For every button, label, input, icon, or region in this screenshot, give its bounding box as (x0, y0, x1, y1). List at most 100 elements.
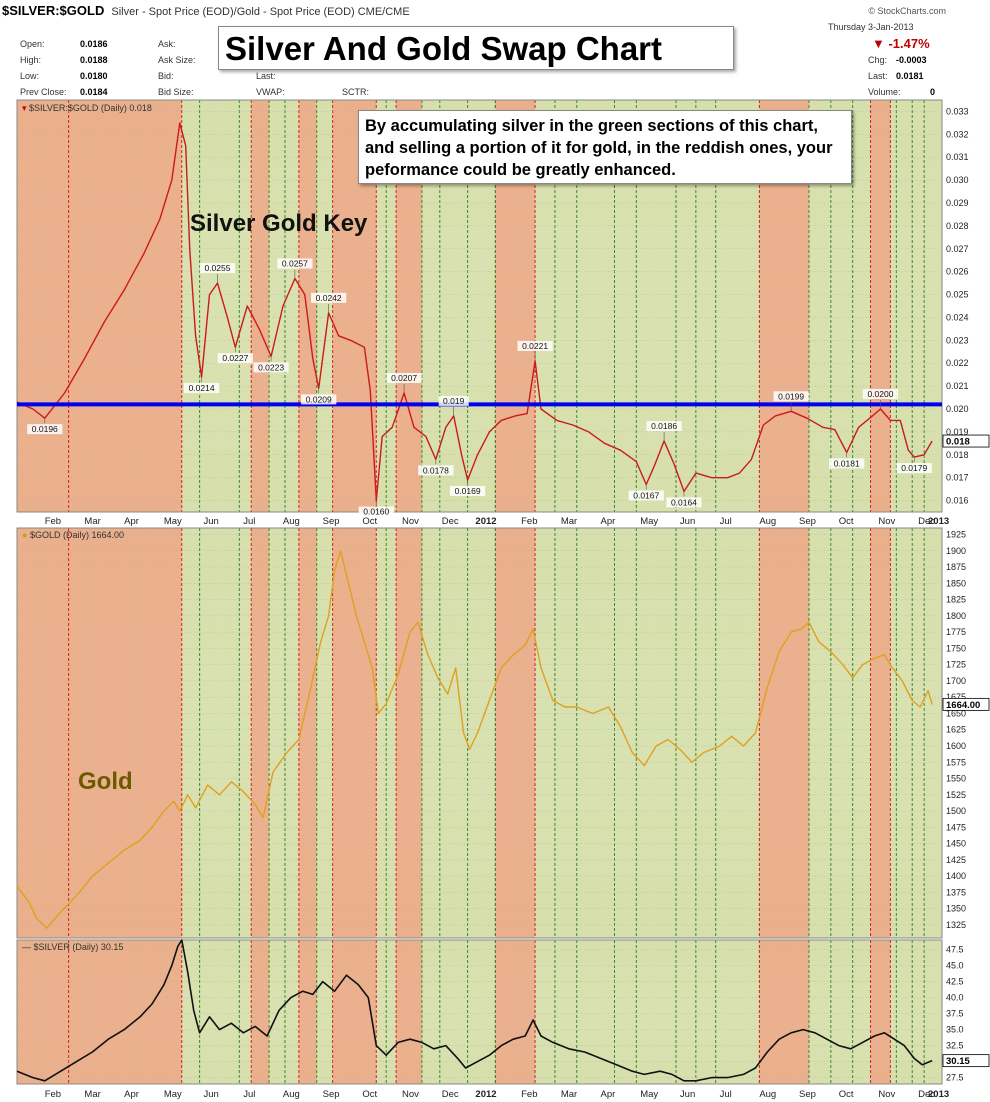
x-tick-label: 2013 (928, 1089, 949, 1100)
bid-size-label: Bid Size: (158, 87, 194, 97)
chg-value: -0.0003 (896, 55, 927, 65)
series-line-ratio-panel (16, 122, 933, 502)
zone-band-green (535, 940, 577, 1084)
y-tick-label: 1400 (946, 871, 966, 881)
x-tick-label: May (164, 516, 182, 527)
x-tick-label: Apr (601, 516, 616, 527)
zone-band-green (467, 528, 496, 938)
y-tick-label: 42.5 (946, 977, 964, 987)
ratio-legend: ▾ $SILVER:$GOLD (Daily) 0.018 (22, 103, 152, 113)
header-description: Silver - Spot Price (EOD)/Gold - Spot Pr… (111, 6, 410, 18)
y-tick-label: 1575 (946, 757, 966, 767)
x-tick-label: Feb (45, 1089, 61, 1100)
x-tick-label: Feb (45, 516, 61, 527)
zone-band-green (809, 528, 871, 938)
y-tick-label: 1750 (946, 643, 966, 653)
callout-label: 0.0178 (423, 465, 449, 475)
callout-label: 0.0160 (363, 507, 389, 517)
x-tick-label: Sep (323, 1089, 340, 1100)
volume-value: 0 (930, 87, 936, 97)
y-tick-label: 1825 (946, 595, 966, 605)
zone-band-green (809, 940, 871, 1084)
zone-band-red (298, 528, 317, 938)
vwap-label: VWAP: (256, 87, 285, 97)
zone-band-red (17, 528, 69, 938)
zone-band-red (251, 940, 270, 1084)
callout-label: 0.0214 (189, 383, 215, 393)
open-value: 0.0186 (80, 39, 108, 49)
y-tick-label: 47.5 (946, 945, 964, 955)
y-tick-label: 1550 (946, 774, 966, 784)
callout-label: 0.0255 (204, 263, 230, 273)
y-tick-label: 0.031 (946, 152, 969, 162)
y-tick-label: 0.021 (946, 381, 969, 391)
zone-band-red (68, 940, 182, 1084)
y-tick-label: 0.033 (946, 106, 969, 116)
callout-label: 0.0186 (651, 421, 677, 431)
y-tick-label: 0.016 (946, 496, 969, 506)
y-tick-label: 32.5 (946, 1041, 964, 1051)
callout-label: 0.0164 (671, 497, 697, 507)
header-date: Thursday 3-Jan-2013 (828, 22, 914, 32)
callout-bg (646, 421, 682, 432)
zone-band-red (68, 100, 182, 512)
y-tick-label: 0.026 (946, 267, 969, 277)
y-tick-label: 0.025 (946, 290, 969, 300)
brand-watermark: © StockCharts.com (868, 6, 946, 16)
y-tick-label: 1875 (946, 562, 966, 572)
callout-label: 0.0199 (778, 391, 804, 401)
zone-band-red (495, 940, 536, 1084)
y-tick-label: 0.019 (946, 427, 969, 437)
y-tick-label: 45.0 (946, 961, 964, 971)
callout-bg (27, 424, 63, 435)
callout-label: 0.0227 (222, 353, 248, 363)
zone-band-red (251, 100, 270, 512)
y-tick-label: 27.5 (946, 1073, 964, 1083)
x-tick-label: Apr (124, 516, 139, 527)
zone-band-red (332, 940, 377, 1084)
y-tick-label: 0.028 (946, 221, 969, 231)
callout-bg (449, 485, 486, 496)
x-tick-label: May (640, 1089, 658, 1100)
y-tick-label: 40.0 (946, 993, 964, 1003)
zone-band-green (576, 940, 615, 1084)
zone-band-green (890, 940, 913, 1084)
y-tick-label: 0.018 (946, 450, 969, 460)
zone-band-green (181, 528, 252, 938)
low-value: 0.0180 (80, 71, 108, 81)
callout-label: 0.0179 (901, 463, 927, 473)
x-tick-label: Mar (84, 516, 100, 527)
y-tick-label: 1800 (946, 611, 966, 621)
zone-band-green (467, 940, 496, 1084)
callout-label: 0.0181 (834, 458, 860, 468)
y-tick-label: 1675 (946, 692, 966, 702)
x-tick-label: Jun (204, 1089, 219, 1100)
zone-band-green (614, 528, 677, 938)
header-symbol-line: $SILVER:$GOLD Silver - Spot Price (EOD)/… (2, 3, 410, 18)
callout-bg (217, 353, 253, 364)
x-tick-label: 2012 (475, 1089, 496, 1100)
x-tick-label: Apr (601, 1089, 616, 1100)
last-value-tag: 30.15 (946, 1056, 970, 1067)
x-tick-label: Nov (878, 516, 895, 527)
zones-layer (17, 100, 942, 1084)
x-tick-label: Mar (561, 1089, 577, 1100)
callout-bg (311, 292, 347, 303)
y-tick-label: 0.020 (946, 404, 969, 414)
last-label-mid: Last: (256, 71, 276, 81)
x-tick-label: Mar (561, 516, 577, 527)
last-value: 0.0181 (896, 71, 924, 81)
zone-band-green (421, 528, 468, 938)
high-value: 0.0188 (80, 55, 108, 65)
x-tick-label: 2013 (928, 516, 949, 527)
x-tick-label: Aug (283, 516, 300, 527)
y-tick-label: 1925 (946, 530, 966, 540)
y-tick-label: 1425 (946, 855, 966, 865)
y-tick-label: 1625 (946, 725, 966, 735)
last-value-tag: 0.018 (946, 437, 970, 448)
callout-bg (517, 340, 553, 351)
zone-band-red (870, 528, 891, 938)
x-tick-label: Oct (362, 1089, 377, 1100)
zone-band-red (298, 940, 317, 1084)
x-tick-label: Jun (680, 1089, 695, 1100)
